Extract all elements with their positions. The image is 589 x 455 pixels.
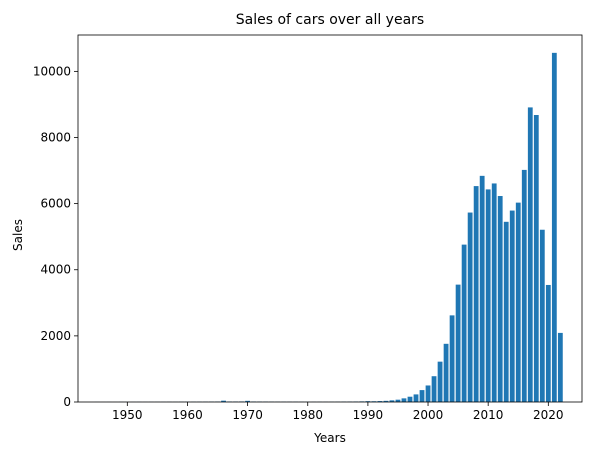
bar-1994 (389, 400, 395, 402)
bar-2007 (467, 212, 473, 402)
bar-1997 (407, 396, 413, 402)
x-tick-label: 1990 (353, 408, 384, 422)
bar-1993 (383, 400, 389, 402)
bar-2011 (491, 183, 497, 402)
bar-2013 (503, 221, 509, 402)
x-tick-label: 1960 (172, 408, 203, 422)
bar-2001 (431, 376, 437, 402)
y-tick-label: 0 (63, 395, 71, 409)
x-axis-label: Years (313, 431, 346, 445)
bar-2005 (455, 284, 461, 402)
bar-1996 (401, 398, 407, 402)
bar-2021 (551, 52, 557, 402)
x-tick-label: 1950 (112, 408, 143, 422)
y-tick-label: 2000 (40, 329, 71, 343)
bar-2014 (509, 210, 515, 402)
x-tick-label: 1980 (292, 408, 323, 422)
chart-title: Sales of cars over all years (236, 12, 424, 28)
plot-frame (77, 34, 583, 403)
bar-2004 (449, 315, 455, 402)
bar-2020 (545, 284, 551, 402)
bar-2006 (461, 244, 467, 402)
bar-1970 (245, 400, 251, 402)
bar-2000 (425, 385, 431, 402)
y-tick-label: 6000 (40, 197, 71, 211)
bar-1990 (365, 401, 371, 402)
x-tick-label: 2010 (473, 408, 504, 422)
bars-group (94, 52, 563, 402)
y-tick-label: 8000 (40, 130, 71, 144)
bar-2008 (473, 186, 479, 402)
bar-2015 (515, 202, 521, 402)
y-tick-label: 10000 (33, 64, 71, 78)
bar-2017 (527, 107, 533, 402)
bar-2009 (479, 175, 485, 402)
x-axis-ticks: 1950 1960 1970 1980 1990 2000 2010 2020 (112, 402, 564, 422)
bar-1998 (413, 394, 419, 402)
bar-2003 (443, 343, 449, 402)
bar-1999 (419, 390, 425, 402)
y-tick-label: 4000 (40, 263, 71, 277)
x-tick-label: 2020 (533, 408, 564, 422)
y-axis-ticks: 0 2000 4000 6000 8000 10000 (33, 64, 78, 409)
bar-1966 (221, 400, 226, 402)
bar-2016 (521, 169, 527, 402)
bar-1995 (395, 399, 401, 402)
x-tick-label: 1970 (232, 408, 263, 422)
x-tick-label: 2000 (413, 408, 444, 422)
y-axis-label: Sales (11, 219, 25, 251)
bar-1992 (377, 401, 383, 402)
bar-2022 (557, 332, 563, 402)
bar-2018 (533, 115, 539, 402)
bar-2002 (437, 361, 443, 402)
bar-2019 (539, 229, 545, 402)
bar-2010 (485, 189, 491, 402)
bar-2012 (497, 196, 503, 402)
